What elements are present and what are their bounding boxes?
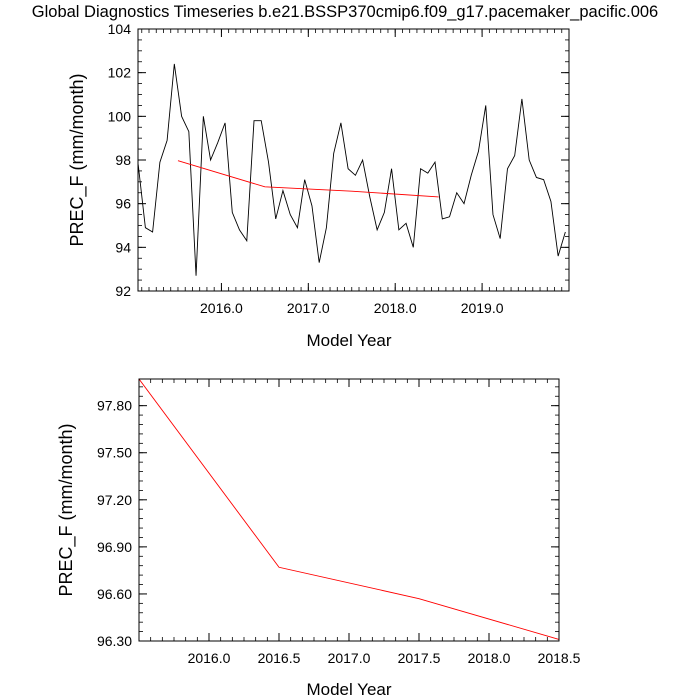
panel1-x-tick-label: 2017.5 [398,650,441,666]
panel0-x-tick-label: 2018.0 [374,300,417,316]
chart-title: Global Diagnostics Timeseries b.e21.BSSP… [32,3,658,21]
panel0-y-tick-label: 104 [108,21,132,37]
panel0-x-tick-label: 2017.0 [287,300,330,316]
panel1-frame [138,378,560,642]
panel1-x-tick-label: 2018.0 [468,650,511,666]
timeseries-panel: PREC_F (mm/month) Model Year 2016.0 2017.… [67,21,570,350]
panel0-series-annual-mean-line [177,160,439,198]
panel0-frame [137,28,570,292]
panel1-xlabel: Model Year [306,680,391,699]
panel0-series-monthly-line [137,63,566,276]
panel1-y-tick-label: 96.90 [97,539,132,555]
panel1-ylabel: PREC_F (mm/month) [56,423,77,596]
panel0-y-tick-label: 94 [115,239,131,255]
panel1-x-tick-label: 2017.0 [328,650,371,666]
panel1-y-tick-label: 96.60 [97,586,132,602]
panel1-y-tick-label: 96.30 [97,633,132,649]
panel0-xlabel: Model Year [306,331,391,350]
panel0-y-tick-label: 102 [108,65,132,81]
panel0-y-tick-label: 98 [115,152,131,168]
panel0-y-tick-label: 100 [108,108,132,124]
panel0-ylabel: PREC_F (mm/month) [67,73,88,246]
panel0-y-tick-label: 96 [115,196,131,212]
panel1-x-tick-label: 2016.0 [188,650,231,666]
panel0-x-tick-label: 2016.0 [200,300,243,316]
panel1-y-tick-label: 97.50 [97,445,132,461]
panel1-x-tick-label: 2018.5 [538,650,581,666]
annual-mean-panel: PREC_F (mm/month) Model Year 2016.0 2016.… [56,378,581,699]
panel0-y-tick-label: 92 [115,283,131,299]
panel1-x-tick-label: 2016.5 [258,650,301,666]
panel0-x-tick-label: 2019.0 [461,300,504,316]
panel1-y-tick-label: 97.20 [97,492,132,508]
panel1-y-tick-label: 97.80 [97,398,132,414]
panel1-series-annual-mean-line [138,378,560,640]
